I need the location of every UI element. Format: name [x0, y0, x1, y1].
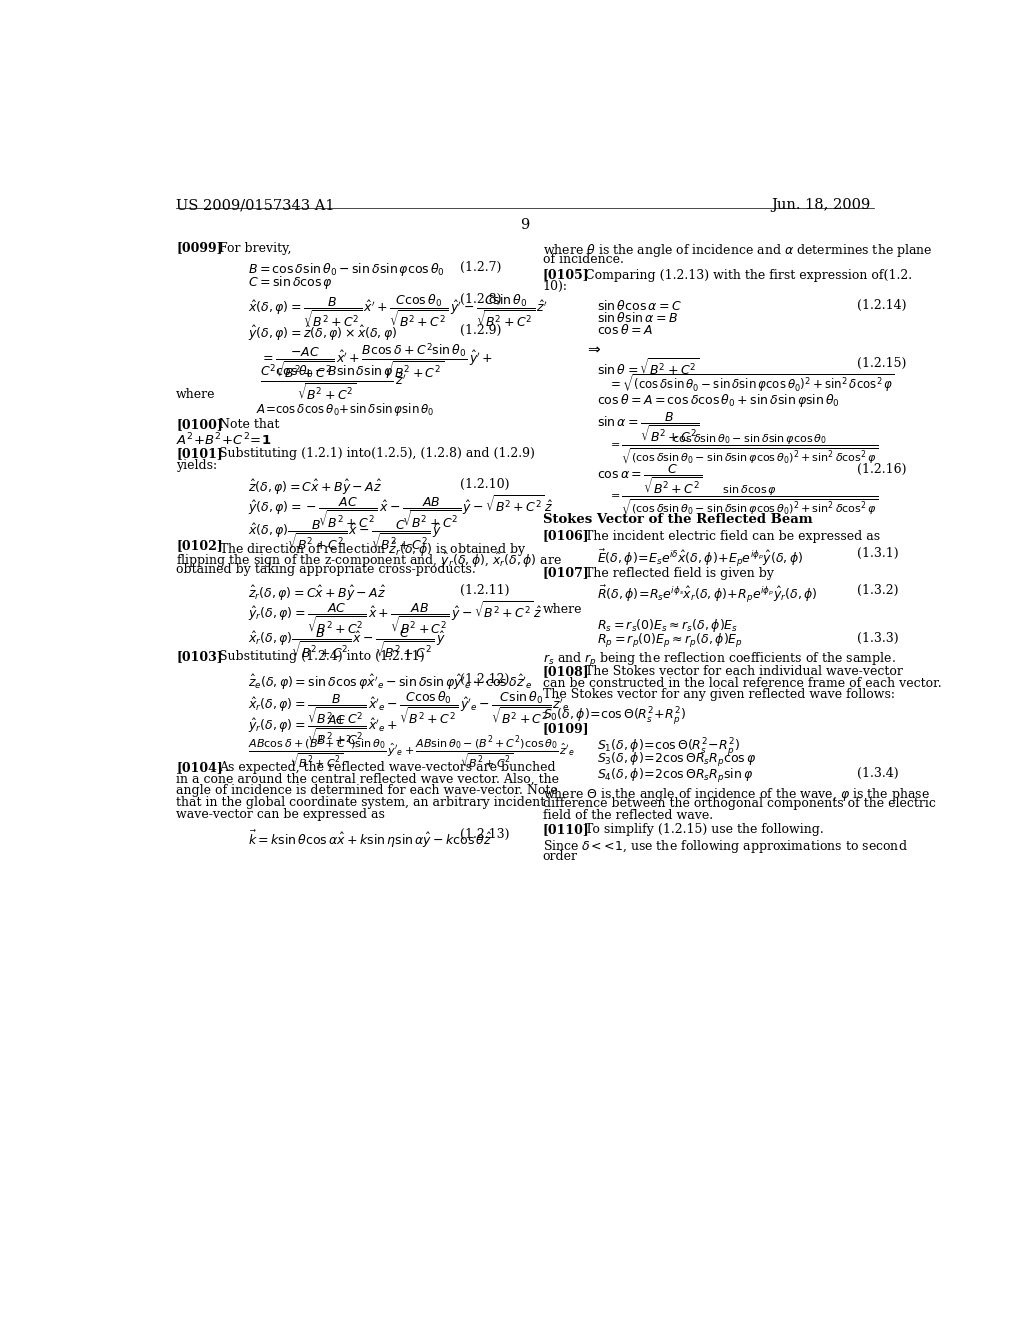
Text: (1.2.14): (1.2.14)	[856, 298, 906, 312]
Text: [0101]: [0101]	[176, 447, 223, 461]
Text: Substituting (1.2.4) into (1.2.11): Substituting (1.2.4) into (1.2.11)	[219, 649, 424, 663]
Text: $\hat{z}_r(\delta,\varphi) = C\hat{x} + B\hat{y} - A\hat{z}$: $\hat{z}_r(\delta,\varphi) = C\hat{x} + …	[248, 585, 386, 603]
Text: $= \dfrac{-AC}{\sqrt{B^2+C^2}}\,\hat{x}' + \dfrac{B\cos\delta + C^2\sin\theta_0}: $= \dfrac{-AC}{\sqrt{B^2+C^2}}\,\hat{x}'…	[260, 342, 493, 381]
Text: $\dfrac{AB\cos\delta + (B^2+C^2)\sin\theta_0}{\sqrt{B^2+C^2}}\,\hat{y}'_e + \dfr: $\dfrac{AB\cos\delta + (B^2+C^2)\sin\the…	[248, 734, 574, 771]
Text: $S_3(\delta,\phi)\!=\!2\cos\Theta R_s R_p\cos\varphi$: $S_3(\delta,\phi)\!=\!2\cos\Theta R_s R_…	[597, 751, 757, 770]
Text: yields:: yields:	[176, 459, 217, 471]
Text: in a cone around the central reflected wave vector. Also, the: in a cone around the central reflected w…	[176, 774, 559, 785]
Text: (1.2.12): (1.2.12)	[460, 673, 509, 686]
Text: $\hat{z}(\delta,\varphi) = C\hat{x} + B\hat{y} - A\hat{z}$: $\hat{z}(\delta,\varphi) = C\hat{x} + B\…	[248, 478, 382, 498]
Text: $\hat{x}(\delta,\varphi) = \dfrac{B}{\sqrt{B^2+C^2}}\,\hat{x}' + \dfrac{C\cos\th: $\hat{x}(\delta,\varphi) = \dfrac{B}{\sq…	[248, 293, 548, 330]
Text: $\hat{y}(\delta,\varphi) = \hat{z}(\delta,\varphi)\times\hat{x}(\delta,\varphi)$: $\hat{y}(\delta,\varphi) = \hat{z}(\delt…	[248, 323, 397, 343]
Text: $\cos\theta = A$: $\cos\theta = A$	[597, 323, 652, 337]
Text: (1.2.7): (1.2.7)	[460, 261, 501, 273]
Text: $\hat{x}_r(\delta,\varphi) = \dfrac{B}{\sqrt{B^2+C^2}}\,\hat{x}'_e - \dfrac{C\co: $\hat{x}_r(\delta,\varphi) = \dfrac{B}{\…	[248, 689, 569, 727]
Text: where $\theta$ is the angle of incidence and $\alpha$ determines the plane: where $\theta$ is the angle of incidence…	[543, 242, 932, 259]
Text: $\cos\alpha = \dfrac{C}{\sqrt{B^2+C^2}}$: $\cos\alpha = \dfrac{C}{\sqrt{B^2+C^2}}$	[597, 462, 702, 496]
Text: flipping the sign of the z-component and, $\hat{y}_r(\delta,\phi)$, $\hat{x}_r(\: flipping the sign of the z-component and…	[176, 552, 562, 570]
Text: The incident electric field can be expressed as: The incident electric field can be expre…	[586, 529, 881, 543]
Text: $\dfrac{C^2\cos\theta_0 - B\sin\delta\sin\varphi}{\sqrt{B^2+C^2}}\,\hat{z}'$: $\dfrac{C^2\cos\theta_0 - B\sin\delta\si…	[260, 363, 407, 403]
Text: [0109]: [0109]	[543, 722, 589, 735]
Text: [0105]: [0105]	[543, 268, 589, 281]
Text: $\Rightarrow$: $\Rightarrow$	[586, 342, 602, 355]
Text: As expected, the reflected wave-vectors are bunched: As expected, the reflected wave-vectors …	[219, 762, 555, 775]
Text: $\hat{x}(\delta,\varphi)\dfrac{B}{\sqrt{B^2+C^2}}\,\hat{x} - \dfrac{C}{\sqrt{B^2: $\hat{x}(\delta,\varphi)\dfrac{B}{\sqrt{…	[248, 519, 441, 553]
Text: $\sin\theta\cos\alpha = C$: $\sin\theta\cos\alpha = C$	[597, 298, 682, 313]
Text: [0103]: [0103]	[176, 649, 222, 663]
Text: Since $\delta\!<\!<\!1$, use the following approximations to second: Since $\delta\!<\!<\!1$, use the followi…	[543, 838, 907, 855]
Text: [0106]: [0106]	[543, 529, 589, 543]
Text: $\sin\theta = \sqrt{B^2+C^2}$: $\sin\theta = \sqrt{B^2+C^2}$	[597, 358, 699, 379]
Text: [0104]: [0104]	[176, 762, 223, 775]
Text: (1.3.2): (1.3.2)	[856, 585, 898, 597]
Text: (1.3.3): (1.3.3)	[856, 632, 898, 645]
Text: $A\!=\!\cos\delta\cos\theta_0\!+\!\sin\delta\sin\varphi\sin\theta_0$: $A\!=\!\cos\delta\cos\theta_0\!+\!\sin\d…	[256, 401, 434, 418]
Text: that in the global coordinate system, an arbitrary incident: that in the global coordinate system, an…	[176, 796, 546, 809]
Text: $\hat{y}_r(\delta,\varphi) = \dfrac{AC}{\sqrt{B^2+C^2}}\,\hat{x}'_e +$: $\hat{y}_r(\delta,\varphi) = \dfrac{AC}{…	[248, 714, 398, 748]
Text: $\hat{z}_e(\delta,\varphi) = \sin\delta\cos\varphi\hat{x}'_e - \sin\delta\sin\va: $\hat{z}_e(\delta,\varphi) = \sin\delta\…	[248, 673, 532, 692]
Text: $= \dfrac{\cos\delta\sin\theta_0 - \sin\delta\sin\varphi\cos\theta_0}{\sqrt{(\co: $= \dfrac{\cos\delta\sin\theta_0 - \sin\…	[608, 432, 879, 466]
Text: (1.2.15): (1.2.15)	[856, 358, 906, 370]
Text: field of the reflected wave.: field of the reflected wave.	[543, 809, 713, 822]
Text: $\sin\alpha = \dfrac{B}{\sqrt{B^2+C^2}}$: $\sin\alpha = \dfrac{B}{\sqrt{B^2+C^2}}$	[597, 411, 699, 445]
Text: (1.2.11): (1.2.11)	[460, 585, 509, 597]
Text: $\hat{x}_r(\delta,\varphi)\dfrac{B}{\sqrt{B^2+C^2}}\,\hat{x} - \dfrac{C}{\sqrt{B: $\hat{x}_r(\delta,\varphi)\dfrac{B}{\sqr…	[248, 627, 445, 661]
Text: [0107]: [0107]	[543, 566, 590, 579]
Text: $R_s = r_s(0)E_s\approx r_s(\delta,\phi)E_s$: $R_s = r_s(0)E_s\approx r_s(\delta,\phi)…	[597, 616, 738, 634]
Text: [0102]: [0102]	[176, 540, 223, 553]
Text: (1.2.8): (1.2.8)	[460, 293, 501, 306]
Text: The direction of reflection $\hat{z}_r(\delta,\phi)$ is obtained by: The direction of reflection $\hat{z}_r(\…	[219, 540, 526, 558]
Text: where: where	[543, 603, 582, 616]
Text: $\hat{y}_r(\delta,\varphi) = \dfrac{AC}{\sqrt{B^2+C^2}}\,\hat{x} + \dfrac{AB}{\s: $\hat{y}_r(\delta,\varphi) = \dfrac{AC}{…	[248, 599, 543, 636]
Text: Stokes Vector of the Reflected Beam: Stokes Vector of the Reflected Beam	[543, 512, 812, 525]
Text: angle of incidence is determined for each wave-vector. Note: angle of incidence is determined for eac…	[176, 784, 558, 797]
Text: 9: 9	[520, 218, 529, 232]
Text: [0099]: [0099]	[176, 242, 222, 255]
Text: $\vec{k} = k\sin\theta\cos\alpha\hat{x} + k\sin\eta\sin\alpha\hat{y} - k\cos\the: $\vec{k} = k\sin\theta\cos\alpha\hat{x} …	[248, 829, 493, 850]
Text: To simplify (1.2.15) use the following.: To simplify (1.2.15) use the following.	[586, 822, 824, 836]
Text: difference between the orthogonal components of the electric: difference between the orthogonal compon…	[543, 797, 936, 810]
Text: $r_s$ and $r_p$ being the reflection coefficients of the sample.: $r_s$ and $r_p$ being the reflection coe…	[543, 651, 895, 669]
Text: The Stokes vector for any given reflected wave follows:: The Stokes vector for any given reflecte…	[543, 688, 895, 701]
Text: $\hat{y}(\delta,\varphi) = -\dfrac{AC}{\sqrt{B^2+C^2}}\,\hat{x} - \dfrac{AB}{\sq: $\hat{y}(\delta,\varphi) = -\dfrac{AC}{\…	[248, 494, 554, 529]
Text: (1.3.1): (1.3.1)	[856, 548, 898, 560]
Text: Comparing (1.2.13) with the first expression of(1.2.: Comparing (1.2.13) with the first expres…	[586, 268, 912, 281]
Text: $\vec{E}(\delta,\phi)\!=\!E_s e^{i\delta}\hat{x}(\delta,\phi)\!+\!E_p e^{i\phi_p: $\vec{E}(\delta,\phi)\!=\!E_s e^{i\delta…	[597, 548, 803, 569]
Text: of incidence.: of incidence.	[543, 253, 624, 267]
Text: The reflected field is given by: The reflected field is given by	[586, 566, 774, 579]
Text: $S_0(\delta,\phi)\!=\!\cos\Theta(R_s^2\!+\!R_p^2)$: $S_0(\delta,\phi)\!=\!\cos\Theta(R_s^2\!…	[543, 705, 686, 727]
Text: $\vec{R}(\delta,\phi)\!=\!R_s e^{i\phi_s}\hat{x}_r(\delta,\phi)\!+\!R_p e^{i\phi: $\vec{R}(\delta,\phi)\!=\!R_s e^{i\phi_s…	[597, 585, 817, 606]
Text: $A^2\!+\!B^2\!+\!C^2\!=\!\mathbf{1}$: $A^2\!+\!B^2\!+\!C^2\!=\!\mathbf{1}$	[176, 432, 271, 449]
Text: where $\Theta$ is the angle of incidence of the wave, $\varphi$ is the phase: where $\Theta$ is the angle of incidence…	[543, 785, 930, 803]
Text: $\sin\theta\sin\alpha = B$: $\sin\theta\sin\alpha = B$	[597, 312, 678, 325]
Text: The Stokes vector for each individual wave-vector: The Stokes vector for each individual wa…	[586, 665, 903, 678]
Text: (1.2.13): (1.2.13)	[460, 829, 509, 841]
Text: (1.3.4): (1.3.4)	[856, 767, 898, 780]
Text: $\cos\theta = A = \cos\delta\cos\theta_0 + \sin\delta\sin\varphi\sin\theta_0$: $\cos\theta = A = \cos\delta\cos\theta_0…	[597, 392, 840, 409]
Text: can be constructed in the local reference frame of each vector.: can be constructed in the local referenc…	[543, 677, 941, 689]
Text: 10):: 10):	[543, 280, 567, 293]
Text: US 2009/0157343 A1: US 2009/0157343 A1	[176, 198, 335, 213]
Text: Jun. 18, 2009: Jun. 18, 2009	[771, 198, 870, 213]
Text: [0110]: [0110]	[543, 822, 590, 836]
Text: $S_1(\delta,\phi)\!=\!\cos\Theta(R_s^2\!-\!R_p^2)$: $S_1(\delta,\phi)\!=\!\cos\Theta(R_s^2\!…	[597, 737, 740, 758]
Text: Note that: Note that	[219, 418, 280, 430]
Text: $= \dfrac{\sin\delta\cos\varphi}{\sqrt{(\cos\delta\sin\theta_0 - \sin\delta\sin\: $= \dfrac{\sin\delta\cos\varphi}{\sqrt{(…	[608, 483, 879, 517]
Text: (1.2.9): (1.2.9)	[460, 323, 501, 337]
Text: $S_4(\delta,\phi)\!=\!2\cos\Theta R_s R_p\sin\varphi$: $S_4(\delta,\phi)\!=\!2\cos\Theta R_s R_…	[597, 767, 753, 784]
Text: where: where	[176, 388, 215, 401]
Text: obtained by taking appropriate cross-products.: obtained by taking appropriate cross-pro…	[176, 562, 476, 576]
Text: (1.2.10): (1.2.10)	[460, 478, 509, 491]
Text: $= \sqrt{(\cos\delta\sin\theta_0 - \sin\delta\sin\varphi\cos\theta_0)^2 + \sin^2: $= \sqrt{(\cos\delta\sin\theta_0 - \sin\…	[608, 372, 895, 395]
Text: $R_p = r_p(0)E_p\approx r_p(\delta,\phi)E_p$: $R_p = r_p(0)E_p\approx r_p(\delta,\phi)…	[597, 632, 742, 649]
Text: order: order	[543, 850, 578, 863]
Text: wave-vector can be expressed as: wave-vector can be expressed as	[176, 808, 385, 821]
Text: $C = \sin\delta\cos\varphi$: $C = \sin\delta\cos\varphi$	[248, 275, 333, 290]
Text: [0100]: [0100]	[176, 418, 223, 430]
Text: $B = \cos\delta\sin\theta_0 - \sin\delta\sin\varphi\cos\theta_0$: $B = \cos\delta\sin\theta_0 - \sin\delta…	[248, 261, 445, 277]
Text: For brevity,: For brevity,	[219, 242, 291, 255]
Text: Substituting (1.2.1) into(1.2.5), (1.2.8) and (1.2.9): Substituting (1.2.1) into(1.2.5), (1.2.8…	[219, 447, 535, 461]
Text: [0108]: [0108]	[543, 665, 589, 678]
Text: (1.2.16): (1.2.16)	[856, 462, 906, 475]
